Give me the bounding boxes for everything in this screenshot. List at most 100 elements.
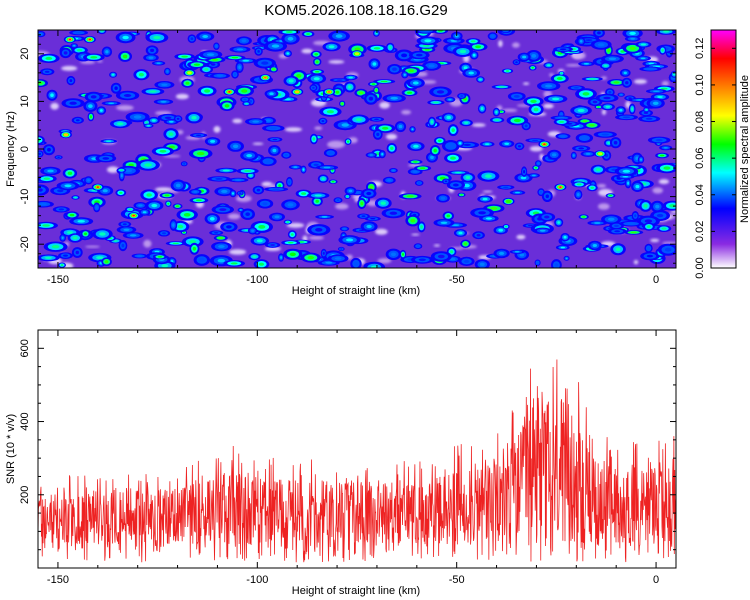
spectrogram-blob bbox=[328, 30, 350, 42]
colorbar-tick: 0.08 bbox=[694, 111, 736, 132]
spectrogram-blob bbox=[283, 248, 303, 260]
spectrogram-blob bbox=[622, 30, 643, 39]
spectrogram-blob bbox=[521, 121, 531, 131]
spectrogram-blob bbox=[268, 145, 281, 156]
spectrogram-low-patch bbox=[633, 260, 639, 265]
spectrogram-heat-layer bbox=[38, 30, 676, 268]
spectrogram-blob bbox=[381, 208, 406, 219]
spectrogram-blob bbox=[642, 222, 655, 231]
spectrogram-blob bbox=[451, 31, 463, 41]
spectrogram-blob bbox=[528, 65, 537, 71]
spectrogram-low-patch bbox=[498, 40, 503, 48]
spectrogram-hotspot bbox=[223, 88, 236, 96]
spectrogram-blob bbox=[477, 170, 500, 182]
spectrogram-x-tick-label: -50 bbox=[449, 274, 465, 286]
spectrogram-hotspot bbox=[83, 36, 96, 43]
spectrogram-blob bbox=[67, 233, 83, 243]
spectrogram-blob bbox=[252, 185, 265, 195]
spectrogram-blob bbox=[38, 53, 60, 64]
spectrogram-blob bbox=[357, 198, 367, 209]
spectrogram-blob bbox=[599, 62, 612, 70]
spectrogram-blob bbox=[131, 253, 148, 259]
spectrogram-blob bbox=[506, 115, 529, 126]
spectrogram-blob bbox=[614, 166, 639, 176]
spectrogram-blob bbox=[394, 121, 407, 133]
spectrogram-blob bbox=[210, 72, 230, 79]
spectrogram-blob bbox=[417, 221, 426, 233]
spectrogram-blob bbox=[538, 212, 556, 222]
spectrogram-blob bbox=[479, 141, 495, 147]
spectrogram-blob bbox=[83, 53, 105, 62]
spectrogram-blob bbox=[527, 173, 540, 178]
spectrogram-blob bbox=[457, 93, 467, 99]
spectrogram-blob bbox=[264, 186, 289, 192]
spectrogram-blob bbox=[444, 153, 462, 164]
snr-y-tick: 600 bbox=[19, 339, 676, 357]
spectrogram-blob bbox=[38, 221, 58, 230]
spectrogram-blob bbox=[575, 133, 594, 143]
spectrogram-blob bbox=[476, 76, 485, 83]
spectrogram-blob bbox=[169, 219, 178, 231]
spectrogram-blob bbox=[320, 248, 327, 258]
spectrogram-blob bbox=[442, 178, 450, 185]
spectrogram-low-patch bbox=[143, 239, 152, 248]
spectrogram-blob bbox=[58, 262, 66, 268]
spectrogram-blob bbox=[441, 112, 456, 123]
spectrogram-blob bbox=[286, 176, 293, 187]
spectrogram-blob bbox=[514, 142, 525, 151]
spectrogram-blob bbox=[414, 180, 424, 186]
spectrogram-blob bbox=[71, 116, 84, 124]
spectrogram-blob bbox=[555, 245, 570, 250]
spectrogram-low-patch bbox=[335, 203, 349, 210]
spectrogram-blob bbox=[301, 31, 315, 37]
spectrogram-low-patch bbox=[658, 179, 670, 185]
spectrogram-y-tick: 20 bbox=[19, 48, 676, 60]
spectrogram-blob bbox=[344, 194, 351, 199]
spectrogram-low-patch bbox=[543, 103, 554, 109]
spectrogram-blob bbox=[236, 191, 244, 196]
spectrogram-blob bbox=[327, 254, 349, 263]
spectrogram-blob bbox=[578, 214, 589, 220]
colorbar-title: Normalized spectral amplitude bbox=[739, 75, 750, 223]
spectrogram-blob bbox=[187, 34, 197, 43]
spectrogram-y-tick-label: 20 bbox=[19, 48, 31, 60]
spectrogram-blob bbox=[571, 181, 587, 188]
colorbar-ticks: 0.00 0.02 0.04 0.06 0.08 0.10 0.12 bbox=[694, 38, 736, 279]
spectrogram-blob bbox=[525, 138, 545, 143]
spectrogram-blob bbox=[621, 77, 632, 88]
spectrogram-blob bbox=[43, 241, 68, 252]
spectrogram-blob bbox=[101, 46, 113, 58]
spectrogram-low-patch bbox=[379, 101, 390, 109]
spectrogram-blob bbox=[647, 136, 671, 144]
spectrogram-hotspot bbox=[323, 88, 336, 96]
spectrogram-blob bbox=[509, 249, 525, 254]
spectrogram-blob bbox=[389, 168, 398, 173]
spectrogram-blob bbox=[550, 115, 573, 121]
colorbar-tick: 0.06 bbox=[694, 147, 736, 169]
spectrogram-blob bbox=[414, 165, 432, 171]
spectrogram-blob bbox=[197, 85, 217, 97]
snr-x-tick: -150 bbox=[47, 330, 69, 586]
spectrogram-blob bbox=[657, 243, 676, 256]
spectrogram-low-patch bbox=[50, 102, 59, 110]
spectrogram-blob bbox=[189, 242, 200, 255]
spectrogram-blob bbox=[366, 44, 388, 52]
spectrogram-blob bbox=[61, 98, 85, 109]
spectrogram-blob bbox=[638, 115, 661, 123]
spectrogram-blob bbox=[278, 253, 285, 262]
spectrogram-blob bbox=[118, 50, 132, 62]
spectrogram-blob bbox=[460, 172, 476, 183]
spectrogram-blob bbox=[509, 190, 526, 195]
spectrogram-low-patch bbox=[155, 187, 172, 192]
spectrogram-blob bbox=[38, 79, 48, 88]
spectrogram-blob bbox=[204, 137, 221, 146]
spectrogram-blob bbox=[427, 116, 436, 128]
spectrogram-blob bbox=[595, 93, 619, 103]
spectrogram-blob bbox=[635, 41, 652, 48]
spectrogram-blob bbox=[198, 50, 223, 59]
spectrogram-blob bbox=[407, 141, 425, 151]
spectrogram-blob bbox=[92, 228, 113, 240]
snr-y-tick-label: 200 bbox=[19, 486, 31, 504]
spectrogram-blob bbox=[447, 124, 459, 137]
